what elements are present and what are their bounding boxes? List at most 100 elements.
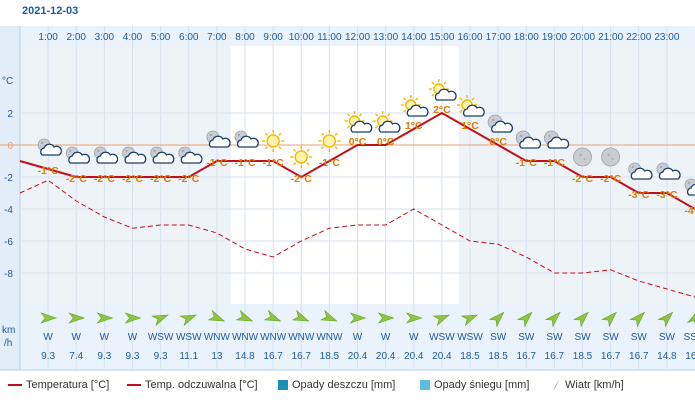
- wind-speed-label: 18.5: [488, 351, 508, 362]
- wind-direction-label: W: [72, 332, 82, 343]
- cloud-moon-icon: [628, 162, 653, 180]
- temperature-data-label: 1°C: [461, 120, 479, 132]
- moon-shape: [601, 147, 621, 167]
- wind-arrow-shape: [319, 309, 338, 322]
- wind-speed-label: 16.7: [685, 351, 695, 362]
- wind-speed-label: 18.5: [320, 351, 340, 362]
- legend-snow-swatch: [420, 380, 430, 391]
- cloud-shape: [208, 135, 231, 148]
- hour-label: 18:00: [514, 32, 539, 43]
- legend-rain-swatch: [278, 380, 288, 391]
- y-axis-strip: [0, 26, 20, 370]
- wind-direction-label: SW: [518, 332, 535, 343]
- cloud-shape: [406, 104, 429, 117]
- legend-rain-label: Opady deszczu [mm]: [292, 379, 396, 391]
- sun-icon: [262, 130, 285, 152]
- wind-arrow-shape: [96, 312, 114, 324]
- cloud-shape: [180, 151, 203, 164]
- cloud-shape: [40, 143, 62, 156]
- y-unit-label: °C: [2, 76, 13, 87]
- wind-arrow-shape: [516, 311, 533, 328]
- wind-speed-label: 14.8: [235, 351, 255, 362]
- legend-feels-like-swatch: [127, 384, 141, 387]
- hour-label: 12:00: [345, 32, 370, 43]
- wind-arrow-shape: [40, 312, 58, 324]
- wind-arrow-shape: [572, 311, 589, 328]
- legend-temperature: Temperatura [°C]: [8, 379, 109, 391]
- daylight-background: [230, 46, 459, 304]
- sun-ray: [471, 97, 475, 101]
- hour-label: 20:00: [570, 32, 595, 43]
- moon-crater: [579, 153, 582, 157]
- wind-arrow-icon: [179, 314, 198, 327]
- cloud-shape: [519, 136, 542, 149]
- forecast-date: 2021-12-03: [22, 5, 79, 17]
- wind-speed-label: 14.8: [657, 351, 677, 362]
- sun-ray: [387, 113, 391, 117]
- wind-arrow-shape: [124, 312, 142, 324]
- cloud-moon-icon: [122, 146, 147, 164]
- hour-label: 21:00: [598, 32, 623, 43]
- cloud-shape: [96, 151, 119, 164]
- wind-arrow-icon: [657, 311, 674, 328]
- temperature-data-label: -2°C: [178, 173, 200, 185]
- moon-cloud-icon: [487, 114, 513, 133]
- sun-ray: [403, 97, 407, 101]
- wind-direction-label: SW: [574, 332, 591, 343]
- wind-speed-label: 9.3: [154, 351, 168, 362]
- wind-arrow-icon: [68, 312, 86, 324]
- temperature-data-label: -2°C: [94, 173, 116, 185]
- sun-disc: [294, 150, 308, 164]
- wind-arrow-shape: [544, 311, 561, 328]
- sun-ray: [431, 81, 435, 85]
- wind-arrow-icon: [377, 312, 395, 324]
- series-feels-like-line: [19, 179, 695, 298]
- sun-cloud-icon: [428, 79, 457, 101]
- wind-arrow-icon: [40, 312, 58, 324]
- sun-ray: [278, 146, 282, 150]
- wind-direction-label: SSW: [684, 332, 695, 343]
- cloud-moon-icon: [234, 130, 259, 148]
- wind-arrow-shape: [686, 309, 695, 328]
- wind-arrow-icon: [572, 311, 589, 328]
- wind-arrow-icon: [460, 314, 479, 327]
- wind-arrow-icon: [291, 309, 310, 322]
- wind-speed-label: 9.3: [97, 351, 111, 362]
- wind-arrow-icon: [553, 379, 559, 392]
- moon-crater: [237, 133, 241, 137]
- temperature-data-label: -1°C: [206, 157, 228, 169]
- legend-feels-like: Temp. odczuwalna [°C]: [127, 379, 258, 391]
- temperature-data-label: 2°C: [433, 104, 451, 116]
- hour-label: 3:00: [95, 32, 115, 43]
- wind-speed-label: 16.7: [629, 351, 649, 362]
- cloud-moon-icon: [93, 146, 119, 164]
- sun-ray: [292, 148, 297, 152]
- moon-crater: [181, 149, 184, 153]
- hour-label: 13:00: [373, 32, 398, 43]
- cloud-shape: [434, 88, 457, 101]
- sun-ray: [443, 81, 447, 85]
- moon-cloud-icon: [543, 130, 570, 149]
- wind-direction-label: W: [128, 332, 138, 343]
- cloud-shape: [547, 136, 570, 149]
- y-tick-label: -4: [4, 205, 13, 216]
- moon-crater: [607, 153, 610, 157]
- series-temperature-line: [19, 111, 695, 210]
- wind-arrow-shape: [349, 312, 367, 324]
- sun-icon: [318, 130, 341, 152]
- moon-crater: [520, 134, 523, 138]
- wind-speed-label: 16.7: [292, 351, 312, 362]
- moon-crater: [631, 165, 634, 169]
- cloud-shape: [152, 151, 175, 164]
- legend-snow: Opady śniegu [mm]: [420, 379, 529, 391]
- wind-speed-label: 18.5: [460, 351, 480, 362]
- hour-label: 8:00: [235, 32, 255, 43]
- wind-arrow-shape: [629, 311, 646, 328]
- wind-direction-label: WNW: [204, 332, 231, 343]
- temperature-data-label: -3°C: [628, 189, 650, 201]
- legend-temperature-swatch: [8, 384, 22, 387]
- wind-direction-label: SW: [490, 332, 507, 343]
- wind-speed-label: 9.3: [126, 351, 140, 362]
- wind-arrow-icon: [544, 311, 561, 328]
- temperature-data-label: -1°C: [516, 157, 538, 169]
